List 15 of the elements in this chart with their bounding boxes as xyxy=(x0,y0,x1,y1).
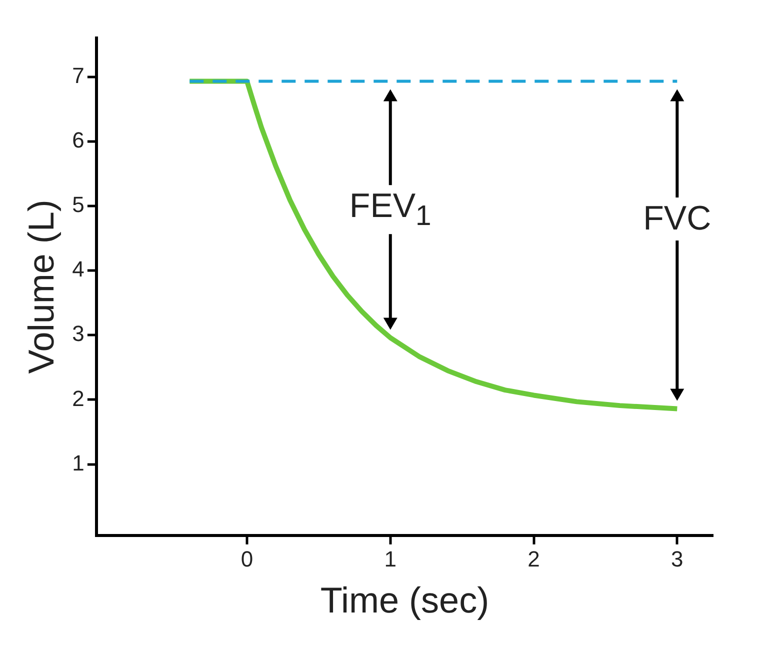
x-axis-title: Time (sec) xyxy=(320,579,490,620)
y-tick-label: 5 xyxy=(72,192,84,218)
y-tick-label: 4 xyxy=(72,256,84,282)
y-tick-label: 7 xyxy=(72,62,84,88)
y-axis-title: Volume (L) xyxy=(20,200,62,374)
y-tick-label: 1 xyxy=(72,450,84,476)
y-tick-label: 2 xyxy=(72,386,84,411)
x-tick-label: 2 xyxy=(528,546,540,572)
x-tick-label: 3 xyxy=(671,546,684,572)
x-tick-label: 1 xyxy=(384,546,397,572)
y-tick-label: 6 xyxy=(72,127,84,152)
y-tick-label: 3 xyxy=(72,321,84,346)
annotation: FVC xyxy=(639,197,716,240)
x-tick-label: 0 xyxy=(240,546,254,572)
annotation: FEV$_{1}$ xyxy=(345,184,436,234)
